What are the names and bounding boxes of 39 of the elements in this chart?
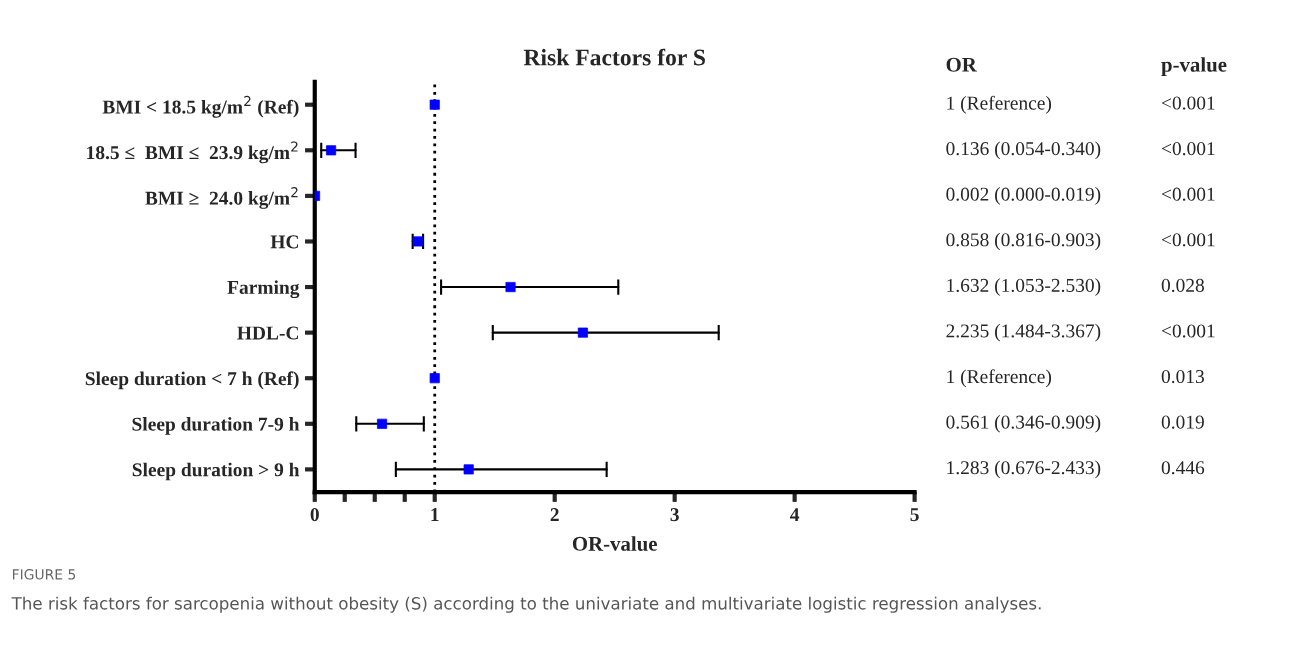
text: The risk factors for sarcopenia without obesity (S) according to the univariate and multivariate logistic regression analyses. [11, 596, 1041, 613]
y-tick-label: Farming [227, 280, 300, 299]
y-tick-label: BMI ≥ 24.0 kg/m$^{2}$ [145, 187, 298, 209]
text: 0.028 [1161, 278, 1205, 292]
text: <0.001 [1161, 233, 1215, 247]
x-tick-label: 2 [550, 508, 559, 521]
y-tick-label: Sleep duration 7-9 h [132, 417, 300, 435]
y-tick-label: BMI < 18.5 kg/m$^{2}$ (Ref) [102, 95, 299, 118]
y-tick-label: Sleep duration > 9 h [132, 462, 300, 481]
x-tick-label: 0 [310, 508, 319, 522]
y-tick-label: HC [270, 235, 298, 249]
text: 1.632 (1.053-2.530) [947, 278, 1101, 296]
text: <0.001 [1161, 96, 1215, 110]
x-tick-label: 4 [790, 508, 800, 521]
y-tick-label: Sleep duration < 7 h (Ref) [85, 371, 299, 390]
caption: FIGURE 5 [12, 569, 76, 580]
x-tick-label: 3 [670, 508, 679, 522]
text: <0.001 [1161, 142, 1215, 156]
text: 1 (Reference) [947, 369, 1052, 388]
text: p-value [1161, 57, 1227, 77]
y-tick-label: HDL-C [237, 326, 298, 340]
y-tick-label: 18.5 ≤ BMI ≤ 23.9 kg/m$^{2}$ [87, 141, 298, 164]
text: <0.001 [1161, 324, 1215, 338]
x-tick-label: 5 [910, 508, 919, 522]
x-axis-title: OR-value [572, 536, 657, 551]
chart-title: Risk Factors for S [523, 48, 705, 66]
text: 0.013 [1161, 369, 1204, 384]
text: 0.561 (0.346-0.909) [946, 414, 1101, 433]
text: 0.136 (0.054-0.340) [946, 141, 1101, 160]
text: OR [946, 57, 977, 72]
text: 0.019 [1161, 415, 1204, 429]
text: 1.283 (0.676-2.433) [947, 460, 1101, 479]
text: <0.001 [1161, 187, 1215, 201]
text: 0.858 (0.816-0.903) [946, 232, 1101, 251]
text: 1 (Reference) [947, 95, 1052, 114]
text: 0.446 [1161, 461, 1205, 475]
x-tick-label: 1 [431, 508, 439, 521]
text: 0.002 (0.000-0.019) [946, 187, 1101, 205]
text: 2.235 (1.484-3.367) [946, 323, 1101, 342]
